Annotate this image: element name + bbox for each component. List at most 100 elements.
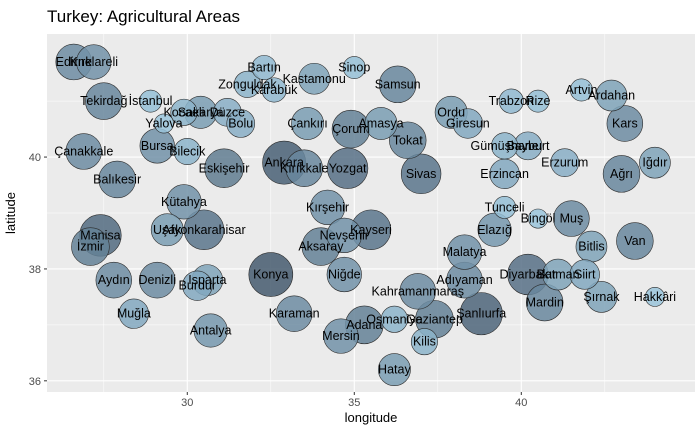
bubble-point (118, 298, 149, 329)
bubble-point (248, 252, 294, 297)
city-label: Yozgat (329, 161, 367, 175)
city-label: Uşak (153, 223, 182, 237)
city-label: Çanakkale (54, 144, 113, 158)
city-label: Adıyaman (436, 273, 492, 287)
city-label: Tokat (393, 133, 423, 147)
city-label: Aksaray (298, 240, 344, 254)
bubble-point (526, 89, 550, 113)
bubble-point (170, 98, 198, 126)
bubble-point (389, 121, 427, 159)
city-label: Bursa (141, 139, 174, 153)
bubble-point (193, 313, 228, 348)
city-label: Manisa (80, 228, 120, 242)
city-label: Van (624, 234, 645, 248)
bubble-point (379, 65, 417, 104)
city-label: Karabük (251, 83, 298, 97)
bubble-point (553, 200, 590, 237)
city-label: Hatay (378, 363, 411, 377)
bubble-point (291, 107, 324, 140)
bubble-point (285, 149, 323, 187)
city-label: Erzincan (480, 167, 529, 181)
bubble-point (569, 259, 600, 290)
city-label: İzmir (77, 240, 104, 254)
bubble-point (204, 148, 244, 188)
city-label: Nevşehir (320, 228, 369, 242)
bubble-point (183, 209, 225, 250)
city-label: Gaziantep (406, 312, 463, 326)
city-label: Şırnak (583, 290, 620, 304)
bubble-point (261, 77, 287, 103)
bubble-point (182, 270, 213, 301)
bubble-point (65, 133, 102, 170)
city-label: Bartın (247, 61, 280, 75)
city-label: Bolu (228, 117, 253, 131)
bubble-point (85, 82, 123, 120)
bubble-point (528, 208, 548, 229)
bubble-point (95, 261, 133, 299)
bubble-point (76, 44, 112, 80)
bubble-point (71, 227, 110, 266)
bubble-point (477, 212, 512, 247)
city-label: Zonguldak (218, 77, 277, 91)
city-label: Sakarya (178, 105, 224, 119)
y-axis-ticks: 36 38 40 (29, 152, 47, 388)
city-label: Mersin (322, 329, 360, 343)
y-axis-title: latitude (3, 192, 18, 234)
x-tick-label: 35 (348, 397, 360, 409)
bubble-point (493, 196, 517, 219)
x-axis-title: longitude (345, 410, 398, 425)
city-label: Samsun (375, 77, 421, 91)
x-tick-label: 30 (181, 397, 193, 409)
bubble-point (446, 234, 483, 270)
bubble-point (550, 148, 580, 177)
city-label: Tekirdağ (80, 94, 127, 108)
bubble-point (173, 137, 201, 165)
city-label: Balıkesir (93, 172, 141, 186)
city-label: Gümüşhane (471, 139, 539, 153)
city-label: Kastamonu (283, 72, 346, 86)
city-label: Tunceli (485, 200, 525, 214)
city-label: Trabzon (489, 94, 534, 108)
city-label: Kırklareli (69, 55, 118, 69)
city-label: Antalya (190, 323, 232, 337)
x-tick-label: 40 (515, 397, 527, 409)
bubble-point (364, 107, 398, 140)
city-label: Adana (346, 318, 382, 332)
bubble-point (251, 55, 277, 81)
bubble-point (380, 305, 408, 333)
bubble-point (233, 70, 261, 98)
city-label: Rize (526, 94, 551, 108)
city-label: Bayburt (506, 139, 550, 153)
city-label: Bingöl (521, 212, 556, 226)
city-label: Denizli (138, 273, 176, 287)
bubble-point (400, 153, 442, 195)
city-label: Osmaniye (366, 312, 422, 326)
city-label: Edirne (56, 55, 92, 69)
city-label: Isparta (188, 273, 226, 287)
y-tick-label: 38 (29, 264, 41, 276)
city-label: Sinop (338, 61, 370, 75)
city-label: Bilecik (169, 144, 206, 158)
bubble-point (298, 62, 331, 95)
city-label: Eskişehir (199, 161, 250, 175)
x-axis-ticks: 30 35 40 (181, 392, 527, 409)
bubble-point (98, 160, 136, 199)
bubble-point (399, 273, 436, 310)
bubble-point (139, 261, 176, 299)
bubble-point (645, 287, 665, 307)
bubble-point (459, 292, 503, 336)
city-label: Kars (612, 117, 638, 131)
city-label: Hakkâri (634, 290, 676, 304)
city-label: İstanbul (129, 94, 173, 108)
city-label: Karaman (269, 307, 320, 321)
bubble-point (525, 283, 564, 322)
bubble-point (410, 328, 438, 356)
bubble-point (326, 256, 362, 293)
city-label: Kahramanmaraş (372, 284, 464, 298)
city-label: Kocaeli (163, 105, 204, 119)
city-label: Yalova (145, 117, 182, 131)
city-label: Aydın (98, 273, 130, 287)
city-label: Kütahya (161, 195, 207, 209)
